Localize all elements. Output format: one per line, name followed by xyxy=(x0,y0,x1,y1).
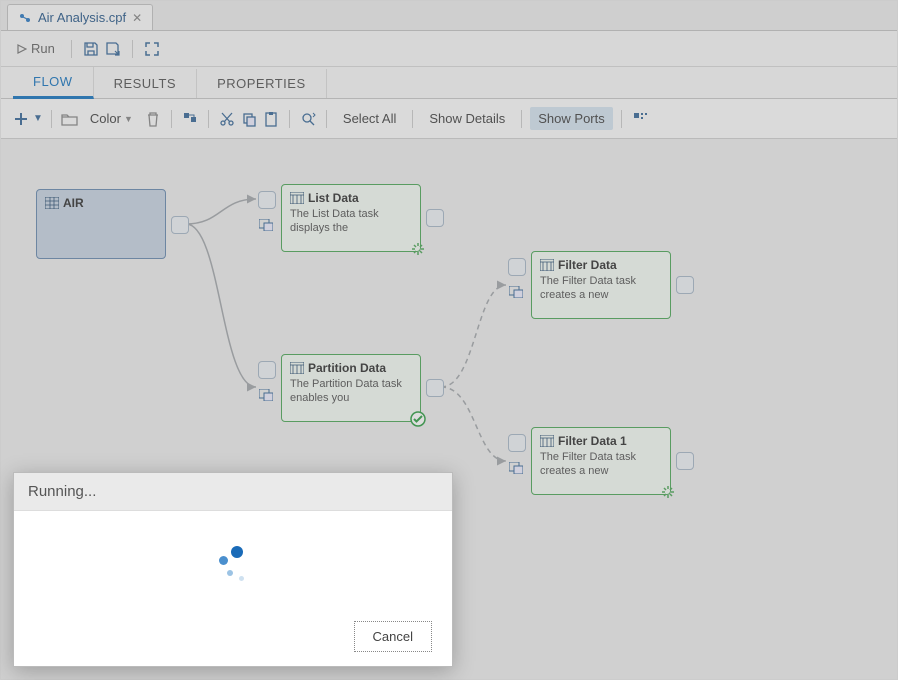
add-icon[interactable] xyxy=(11,109,31,129)
node-filter2-title: Filter Data 1 xyxy=(558,434,627,448)
input-port[interactable] xyxy=(508,434,526,452)
paste-icon[interactable] xyxy=(261,109,281,129)
close-tab-icon[interactable]: ✕ xyxy=(132,11,142,25)
divider xyxy=(521,110,522,128)
output-port[interactable] xyxy=(426,209,444,227)
tab-properties[interactable]: PROPERTIES xyxy=(197,69,327,98)
data-link-icon xyxy=(508,460,524,476)
node-filter2-desc: The Filter Data task creates a new xyxy=(540,451,662,479)
output-port[interactable] xyxy=(426,379,444,397)
node-filter-1[interactable]: Filter Data The Filter Data task creates… xyxy=(531,251,671,319)
node-partition-title: Partition Data xyxy=(308,361,386,375)
dialog-body xyxy=(14,511,452,621)
node-filter1-title: Filter Data xyxy=(558,258,617,272)
node-partition[interactable]: Partition Data The Partition Data task e… xyxy=(281,354,421,422)
success-status-icon xyxy=(410,411,426,427)
copy-icon[interactable] xyxy=(239,109,259,129)
arrange-icon[interactable] xyxy=(180,109,200,129)
show-details-button[interactable]: Show Details xyxy=(421,107,513,130)
spinner-icon xyxy=(213,546,253,586)
run-button[interactable]: Run xyxy=(11,38,61,59)
input-port[interactable] xyxy=(258,361,276,379)
delete-icon[interactable] xyxy=(143,109,163,129)
divider xyxy=(621,110,622,128)
input-port[interactable] xyxy=(508,258,526,276)
color-dropdown[interactable]: Color▼ xyxy=(82,107,141,130)
divider xyxy=(326,110,327,128)
divider xyxy=(51,110,52,128)
play-icon xyxy=(17,44,27,54)
run-label: Run xyxy=(31,41,55,56)
output-port[interactable] xyxy=(676,452,694,470)
divider xyxy=(289,110,290,128)
folder-open-icon[interactable] xyxy=(60,109,80,129)
node-list-data-desc: The List Data task displays the xyxy=(290,208,412,236)
tab-flow[interactable]: FLOW xyxy=(13,67,94,99)
save-as-icon[interactable] xyxy=(104,40,122,58)
cut-icon[interactable] xyxy=(217,109,237,129)
main-toolbar: Run xyxy=(1,31,897,67)
data-link-icon xyxy=(258,387,274,403)
view-tabs: FLOW RESULTS PROPERTIES xyxy=(1,67,897,99)
divider xyxy=(208,110,209,128)
running-dialog: Running... Cancel xyxy=(13,472,453,667)
data-link-icon xyxy=(508,284,524,300)
show-ports-button[interactable]: Show Ports xyxy=(530,107,612,130)
select-all-button[interactable]: Select All xyxy=(335,107,404,130)
running-status-icon xyxy=(660,484,676,500)
divider xyxy=(171,110,172,128)
divider xyxy=(71,40,72,58)
node-filter-2[interactable]: Filter Data 1 The Filter Data task creat… xyxy=(531,427,671,495)
dialog-footer: Cancel xyxy=(14,621,452,666)
tab-results[interactable]: RESULTS xyxy=(94,69,198,98)
file-tab[interactable]: Air Analysis.cpf ✕ xyxy=(7,4,153,30)
cancel-button[interactable]: Cancel xyxy=(354,621,432,652)
save-icon[interactable] xyxy=(82,40,100,58)
data-link-icon xyxy=(258,217,274,233)
node-partition-desc: The Partition Data task enables you xyxy=(290,378,412,406)
output-port[interactable] xyxy=(676,276,694,294)
running-status-icon xyxy=(410,241,426,257)
editor-tab-bar: Air Analysis.cpf ✕ xyxy=(1,1,897,31)
output-port[interactable] xyxy=(171,216,189,234)
report-icon xyxy=(290,361,304,375)
divider xyxy=(412,110,413,128)
zoom-icon[interactable] xyxy=(298,109,318,129)
file-tab-title: Air Analysis.cpf xyxy=(38,10,126,25)
flow-toolbar: ▼ Color▼ Select All Show Details Show Po… xyxy=(1,99,897,139)
node-filter1-desc: The Filter Data task creates a new xyxy=(540,275,662,303)
report-icon xyxy=(540,434,554,448)
node-air[interactable]: AIR xyxy=(36,189,166,259)
table-icon xyxy=(45,196,59,210)
node-list-data[interactable]: List Data The List Data task displays th… xyxy=(281,184,421,252)
overview-icon[interactable] xyxy=(630,109,650,129)
node-list-data-title: List Data xyxy=(308,191,359,205)
dropdown-caret-icon[interactable]: ▼ xyxy=(33,113,43,124)
node-air-title: AIR xyxy=(63,196,84,210)
report-icon xyxy=(540,258,554,272)
fullscreen-icon[interactable] xyxy=(143,40,161,58)
flow-file-icon xyxy=(18,11,32,25)
input-port[interactable] xyxy=(258,191,276,209)
dialog-title: Running... xyxy=(14,473,452,511)
divider xyxy=(132,40,133,58)
report-icon xyxy=(290,191,304,205)
